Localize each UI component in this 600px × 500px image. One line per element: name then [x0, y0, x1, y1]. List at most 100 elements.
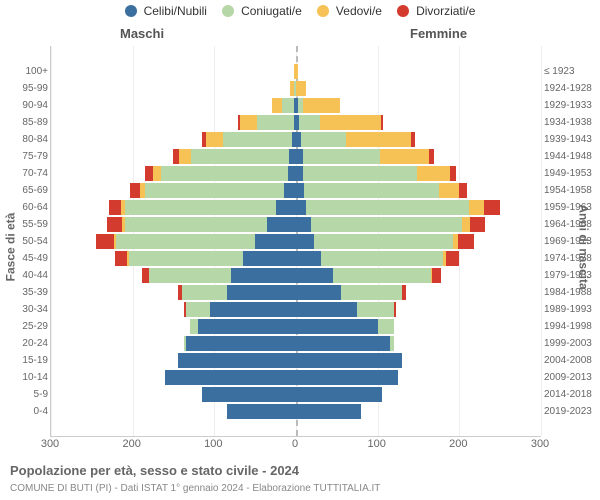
female-bar: [296, 64, 298, 79]
female-bar: [296, 166, 456, 181]
bar-segment-vedovi: [272, 98, 282, 113]
bar-segment-coniugati: [301, 132, 346, 147]
bar-segment-coniugati: [341, 285, 402, 300]
female-bar: [296, 115, 383, 130]
bar-segment-coniugati: [223, 132, 292, 147]
bar-segment-coniugati: [125, 200, 276, 215]
age-row: [51, 182, 541, 199]
male-bar: [115, 251, 296, 266]
bar-segment-divorziati: [115, 251, 127, 266]
birth-year-label: 1954-1958: [544, 182, 600, 199]
bar-segment-coniugati: [303, 166, 417, 181]
legend-label: Divorziati/e: [416, 4, 475, 18]
birth-year-label: 1989-1993: [544, 301, 600, 318]
age-label: 100+: [8, 63, 48, 80]
female-bar: [296, 251, 459, 266]
age-row: [51, 114, 541, 131]
age-row: [51, 148, 541, 165]
bar-segment-celibi: [284, 183, 296, 198]
male-bar: [202, 387, 296, 402]
legend-item: Vedovi/e: [317, 4, 382, 18]
bar-segment-vedovi: [206, 132, 222, 147]
bar-segment-celibi: [198, 319, 296, 334]
bar-segment-coniugati: [182, 285, 227, 300]
legend-swatch: [125, 5, 137, 17]
female-bar: [296, 336, 394, 351]
female-header: Femmine: [410, 26, 467, 41]
bar-segment-coniugati: [321, 251, 444, 266]
female-bar: [296, 132, 415, 147]
bar-segment-celibi: [227, 285, 296, 300]
bar-segment-vedovi: [469, 200, 484, 215]
bar-segment-coniugati: [306, 200, 469, 215]
legend: Celibi/Nubili Coniugati/e Vedovi/e Divor…: [0, 4, 600, 18]
legend-swatch: [317, 5, 329, 17]
legend-item: Divorziati/e: [397, 4, 475, 18]
x-tick-label: 300: [41, 438, 59, 450]
female-bar: [296, 387, 382, 402]
bar-segment-celibi: [296, 319, 378, 334]
age-label: 80-84: [8, 131, 48, 148]
bar-segment-coniugati: [145, 183, 284, 198]
legend-label: Celibi/Nubili: [144, 4, 207, 18]
bar-segment-vedovi: [303, 98, 340, 113]
bar-segment-celibi: [296, 200, 306, 215]
birth-year-label: 1994-1998: [544, 318, 600, 335]
bar-segment-coniugati: [378, 319, 394, 334]
age-label: 35-39: [8, 284, 48, 301]
age-row: [51, 335, 541, 352]
bar-segment-vedovi: [439, 183, 459, 198]
male-bar: [178, 285, 296, 300]
age-row: [51, 233, 541, 250]
age-label: 40-44: [8, 267, 48, 284]
x-tick-label: 100: [204, 438, 222, 450]
plot-area: [50, 46, 541, 437]
bar-segment-divorziati: [484, 200, 500, 215]
age-row: [51, 199, 541, 216]
age-row: [51, 97, 541, 114]
bar-segment-divorziati: [96, 234, 114, 249]
bar-segment-celibi: [296, 251, 321, 266]
female-bar: [296, 200, 500, 215]
female-bar: [296, 234, 474, 249]
age-row: [51, 250, 541, 267]
age-row: [51, 301, 541, 318]
bar-segment-celibi: [267, 217, 296, 232]
bar-segment-celibi: [296, 404, 361, 419]
bar-segment-vedovi: [346, 132, 411, 147]
legend-item: Celibi/Nubili: [125, 4, 207, 18]
birth-year-label: 1934-1938: [544, 114, 600, 131]
age-row: [51, 403, 541, 420]
bar-segment-coniugati: [191, 149, 289, 164]
age-label: 90-94: [8, 97, 48, 114]
birth-year-label: 2009-2013: [544, 369, 600, 386]
bar-segment-vedovi: [462, 217, 470, 232]
age-label: 95-99: [8, 80, 48, 97]
bar-segment-celibi: [296, 183, 304, 198]
age-label: 50-54: [8, 233, 48, 250]
male-bar: [107, 217, 296, 232]
age-row: [51, 216, 541, 233]
birth-year-label: 1969-1973: [544, 233, 600, 250]
x-tick-label: 200: [122, 438, 140, 450]
male-bar: [190, 319, 296, 334]
male-bar: [184, 336, 296, 351]
bar-segment-vedovi: [380, 149, 429, 164]
bar-segment-coniugati: [257, 115, 294, 130]
male-bar: [109, 200, 296, 215]
bar-segment-coniugati: [299, 115, 319, 130]
bar-segment-celibi: [178, 353, 296, 368]
bar-segment-coniugati: [303, 149, 381, 164]
male-bar: [184, 302, 296, 317]
age-label: 70-74: [8, 165, 48, 182]
bar-segment-coniugati: [116, 234, 255, 249]
bar-segment-divorziati: [145, 166, 153, 181]
bar-segment-coniugati: [125, 217, 268, 232]
legend-label: Coniugati/e: [241, 4, 302, 18]
male-bar: [202, 132, 296, 147]
birth-year-label: ≤ 1923: [544, 63, 600, 80]
birth-year-label: 1959-1963: [544, 199, 600, 216]
male-bar: [272, 98, 296, 113]
bar-segment-vedovi: [320, 115, 381, 130]
male-bar: [178, 353, 296, 368]
